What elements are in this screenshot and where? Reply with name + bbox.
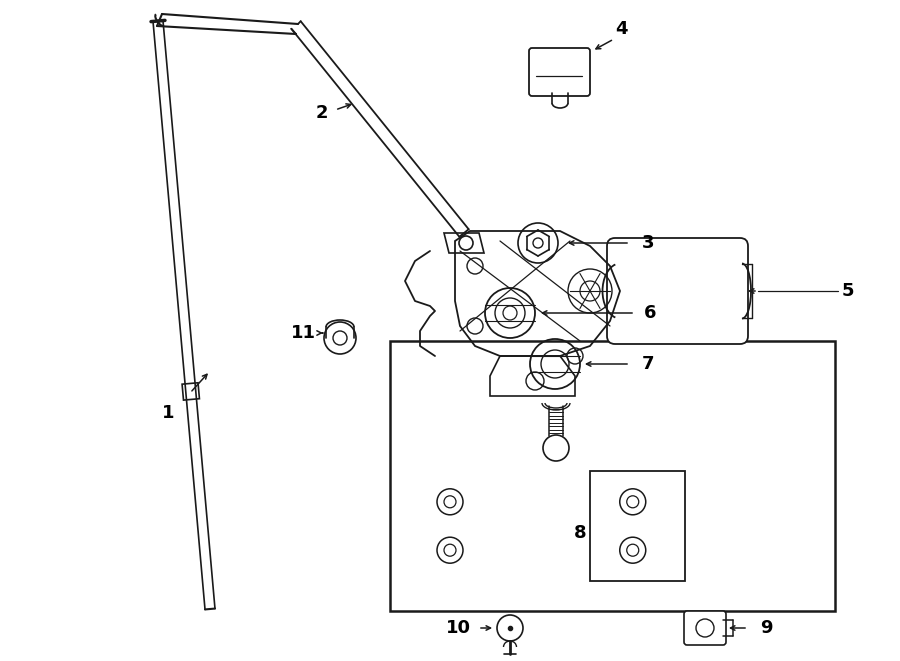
FancyBboxPatch shape <box>529 48 590 96</box>
FancyBboxPatch shape <box>684 611 726 645</box>
Text: 9: 9 <box>760 619 772 637</box>
Text: 3: 3 <box>642 234 654 252</box>
Text: 8: 8 <box>573 524 586 542</box>
Text: 11: 11 <box>291 324 316 342</box>
Text: 7: 7 <box>642 355 654 373</box>
Text: 2: 2 <box>316 104 328 122</box>
Bar <box>390 341 835 611</box>
FancyBboxPatch shape <box>607 238 748 344</box>
Text: 5: 5 <box>842 282 854 300</box>
Text: 10: 10 <box>446 619 471 637</box>
Bar <box>590 471 685 581</box>
Text: 6: 6 <box>644 304 656 322</box>
Text: 4: 4 <box>615 20 627 38</box>
Text: 1: 1 <box>162 404 175 422</box>
